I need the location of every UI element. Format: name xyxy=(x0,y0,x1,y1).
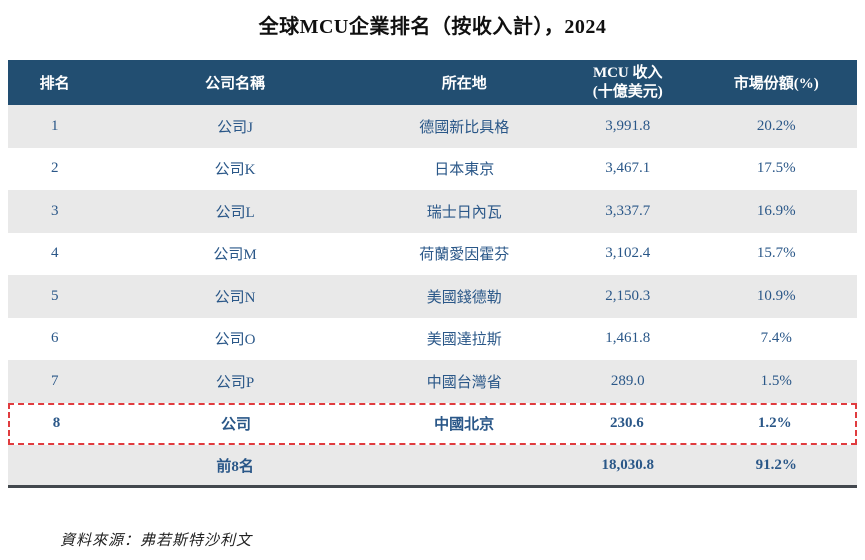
rank-cell: 5 xyxy=(50,287,59,304)
share-cell: 7.4% xyxy=(760,330,792,347)
share-cell: 1.2% xyxy=(757,415,792,432)
header-location: 所在地 xyxy=(441,76,487,92)
revenue-cell: 3,102.4 xyxy=(605,245,651,262)
rank-cell: 4 xyxy=(50,245,59,262)
location-cell: 中國北京 xyxy=(434,417,495,434)
location-cell: 中國台灣省 xyxy=(426,374,502,391)
header-rank: 排名 xyxy=(39,76,70,92)
total-row: 前8名 18,030.8 91.2% xyxy=(8,445,857,488)
revenue-cell: 3,991.8 xyxy=(605,117,651,134)
source-note: 資料來源：弗若斯特沙利文 xyxy=(60,533,253,549)
company-cell: 公司O xyxy=(214,332,256,349)
share-cell: 17.5% xyxy=(756,160,796,177)
table-row: 6 公司O 美國達拉斯 1,461.8 7.4% xyxy=(8,317,857,360)
location-cell: 德國新比具格 xyxy=(419,119,510,136)
share-cell: 16.9% xyxy=(756,202,796,219)
company-cell: 公司K xyxy=(214,162,256,179)
rank-cell: 7 xyxy=(50,372,59,389)
revenue-cell: 3,467.1 xyxy=(605,160,651,177)
rank-cell: 8 xyxy=(52,415,61,432)
company-cell: 公司P xyxy=(215,374,255,391)
table-row: 7 公司P 中國台灣省 289.0 1.5% xyxy=(8,360,857,403)
total-revenue-cell: 18,030.8 xyxy=(601,456,654,473)
company-cell: 公司M xyxy=(213,247,257,264)
header-revenue-line1: MCU 收入 xyxy=(592,65,663,82)
share-cell: 20.2% xyxy=(756,117,796,134)
location-cell: 瑞士日內瓦 xyxy=(426,204,502,221)
company-cell: 公司N xyxy=(214,289,256,306)
company-cell: 公司L xyxy=(215,204,255,221)
table-header-row: 排名 公司名稱 所在地 MCU 收入 (十億美元) 市場份額(%) xyxy=(8,60,857,105)
company-cell: 公司J xyxy=(217,119,253,136)
rank-cell: 6 xyxy=(50,330,59,347)
total-label-cell: 前8名 xyxy=(216,458,254,475)
location-cell: 日本東京 xyxy=(434,162,495,179)
rank-cell: 2 xyxy=(50,160,59,177)
table-row: 4 公司M 荷蘭愛因霍芬 3,102.4 15.7% xyxy=(8,232,857,275)
revenue-cell: 289.0 xyxy=(610,372,645,389)
company-cell: 公司 xyxy=(221,417,252,434)
mcu-ranking-table: 排名 公司名稱 所在地 MCU 收入 (十億美元) 市場份額(%) 1 公司J … xyxy=(8,60,857,488)
table-row: 5 公司N 美國錢德勒 2,150.3 10.9% xyxy=(8,275,857,318)
revenue-cell: 3,337.7 xyxy=(605,202,651,219)
rank-cell: 3 xyxy=(50,202,59,219)
header-revenue-line2: (十億美元) xyxy=(592,83,663,100)
location-cell: 荷蘭愛因霍芬 xyxy=(419,247,510,264)
revenue-cell: 2,150.3 xyxy=(605,287,651,304)
revenue-cell: 230.6 xyxy=(609,415,644,432)
share-cell: 10.9% xyxy=(756,287,796,304)
header-revenue: MCU 收入 (十億美元) xyxy=(560,64,696,101)
table-row: 2 公司K 日本東京 3,467.1 17.5% xyxy=(8,147,857,190)
rank-cell: 1 xyxy=(50,117,59,134)
table-row: 1 公司J 德國新比具格 3,991.8 20.2% xyxy=(8,105,857,148)
table-row-highlighted: 8 公司 中國北京 230.6 1.2% xyxy=(8,402,857,445)
header-share: 市場份額(%) xyxy=(733,76,819,92)
share-cell: 15.7% xyxy=(756,245,796,262)
location-cell: 美國錢德勒 xyxy=(426,289,502,306)
header-company: 公司名稱 xyxy=(205,76,266,92)
share-cell: 1.5% xyxy=(760,372,792,389)
revenue-cell: 1,461.8 xyxy=(605,330,651,347)
total-share-cell: 91.2% xyxy=(755,456,797,473)
page-title: 全球MCU企業排名（按收入計），2024 xyxy=(258,16,607,38)
table-row: 3 公司L 瑞士日內瓦 3,337.7 16.9% xyxy=(8,190,857,233)
location-cell: 美國達拉斯 xyxy=(426,332,502,349)
